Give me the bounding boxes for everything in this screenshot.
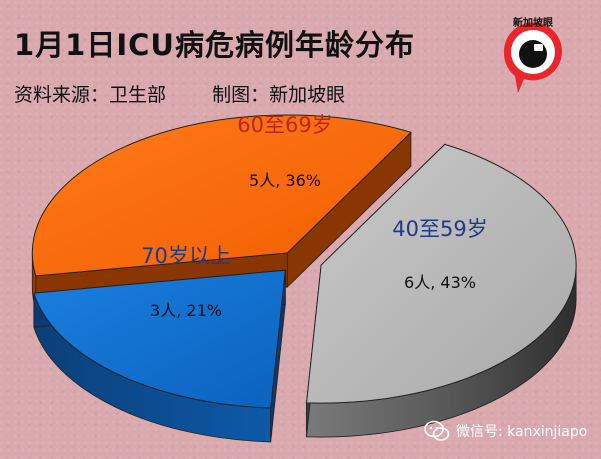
slice-value-70-plus: 3人, 21% — [150, 301, 222, 320]
wechat-icon — [424, 420, 450, 441]
slice-label-60-69: 60至69岁 — [237, 113, 332, 137]
chart-title: 1月1日ICU病危病例年龄分布 — [14, 28, 415, 62]
source-line: 资料来源：卫生部 制图：新加坡眼 — [14, 80, 345, 107]
slice-value-40-59: 6人, 43% — [404, 273, 476, 292]
logo-text: 新加坡眼 — [513, 16, 553, 29]
chart-maker: 制图：新加坡眼 — [212, 84, 346, 106]
slice-label-40-59: 40至59岁 — [392, 217, 487, 241]
slice-40-59 — [305, 143, 577, 404]
watermark-text: 微信号: kanxinjiapo — [456, 424, 588, 440]
slice-label-70-plus: 70岁以上 — [141, 244, 231, 268]
wechat-watermark: 微信号: kanxinjiapo — [424, 420, 587, 442]
slice-70-plus — [33, 269, 286, 409]
slice-value-60-69: 5人, 36% — [249, 171, 321, 190]
slice-60-69 — [31, 114, 412, 277]
data-source: 资料来源：卫生部 — [14, 84, 167, 106]
eye-logo-icon: 新加坡眼 — [503, 16, 562, 94]
brand-logo: 新加坡眼 — [498, 14, 568, 106]
